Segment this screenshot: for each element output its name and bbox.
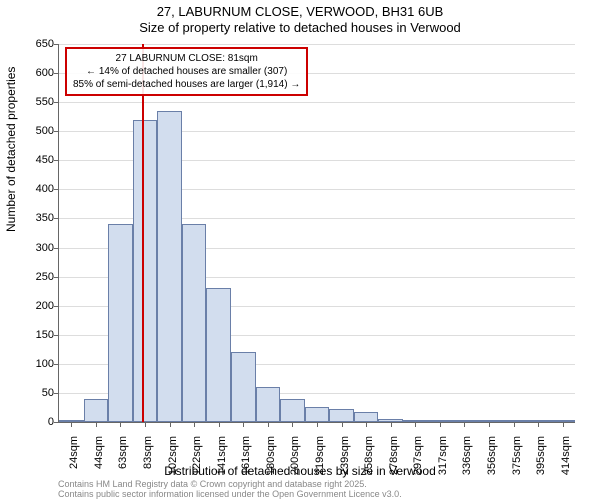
ytick-label: 250 [14,271,54,283]
xtick-mark [415,422,416,427]
histogram-bar [206,288,231,422]
annotation-box: 27 LABURNUM CLOSE: 81sqm← 14% of detache… [65,47,308,96]
annotation-line: ← 14% of detached houses are smaller (30… [73,65,300,78]
ytick-mark [54,277,59,278]
histogram-bar [108,224,133,422]
histogram-bar [354,412,379,422]
ytick-label: 600 [14,67,54,79]
annotation-line: 27 LABURNUM CLOSE: 81sqm [73,52,300,65]
ytick-label: 100 [14,358,54,370]
xtick-mark [268,422,269,427]
xtick-label: 317sqm [437,436,449,486]
y-axis-label: Number of detached properties [4,67,18,232]
histogram-bar [305,407,330,422]
histogram-bar [84,399,109,422]
gridline [59,102,575,103]
ytick-mark [54,306,59,307]
xtick-mark [563,422,564,427]
xtick-mark [514,422,515,427]
xtick-mark [366,422,367,427]
gridline [59,44,575,45]
footer-line-2: Contains public sector information licen… [58,490,402,500]
ytick-label: 0 [14,416,54,428]
property-size-chart: 27, LABURNUM CLOSE, VERWOOD, BH31 6UB Si… [0,0,600,500]
xtick-label: 375sqm [511,436,523,486]
ytick-mark [54,422,59,423]
xtick-mark [464,422,465,427]
ytick-label: 500 [14,125,54,137]
xtick-mark [538,422,539,427]
xtick-mark [194,422,195,427]
xtick-mark [317,422,318,427]
xtick-label: 278sqm [388,436,400,486]
xtick-mark [219,422,220,427]
xtick-label: 414sqm [560,436,572,486]
chart-title: 27, LABURNUM CLOSE, VERWOOD, BH31 6UB [0,4,600,19]
chart-subtitle: Size of property relative to detached ho… [0,20,600,35]
xtick-mark [96,422,97,427]
xtick-mark [292,422,293,427]
ytick-label: 300 [14,242,54,254]
histogram-bar [280,399,305,422]
xtick-mark [440,422,441,427]
ytick-label: 50 [14,387,54,399]
xtick-label: 297sqm [412,436,424,486]
xtick-mark [71,422,72,427]
ytick-mark [54,160,59,161]
ytick-mark [54,131,59,132]
ytick-label: 650 [14,38,54,50]
property-marker-line [142,44,144,422]
xtick-mark [391,422,392,427]
histogram-bar [133,120,158,422]
plot-area: 27 LABURNUM CLOSE: 81sqm← 14% of detache… [58,44,575,423]
xtick-mark [489,422,490,427]
histogram-bar [182,224,207,422]
ytick-label: 550 [14,96,54,108]
ytick-mark [54,44,59,45]
footer-attribution: Contains HM Land Registry data © Crown c… [58,480,402,500]
xtick-label: 356sqm [486,436,498,486]
xtick-mark [120,422,121,427]
annotation-line: 85% of semi-detached houses are larger (… [73,78,300,91]
ytick-label: 350 [14,212,54,224]
ytick-mark [54,393,59,394]
ytick-label: 450 [14,154,54,166]
ytick-mark [54,189,59,190]
xtick-label: 336sqm [461,436,473,486]
xtick-mark [145,422,146,427]
xtick-mark [342,422,343,427]
x-axis-label: Distribution of detached houses by size … [0,464,600,478]
ytick-mark [54,102,59,103]
histogram-bar [157,111,182,422]
histogram-bar [329,409,354,422]
ytick-label: 150 [14,329,54,341]
ytick-mark [54,364,59,365]
ytick-label: 200 [14,300,54,312]
histogram-bar [231,352,256,422]
xtick-mark [243,422,244,427]
ytick-mark [54,335,59,336]
ytick-label: 400 [14,183,54,195]
histogram-bar [256,387,281,422]
ytick-mark [54,248,59,249]
xtick-label: 395sqm [535,436,547,486]
ytick-mark [54,218,59,219]
ytick-mark [54,73,59,74]
xtick-mark [170,422,171,427]
